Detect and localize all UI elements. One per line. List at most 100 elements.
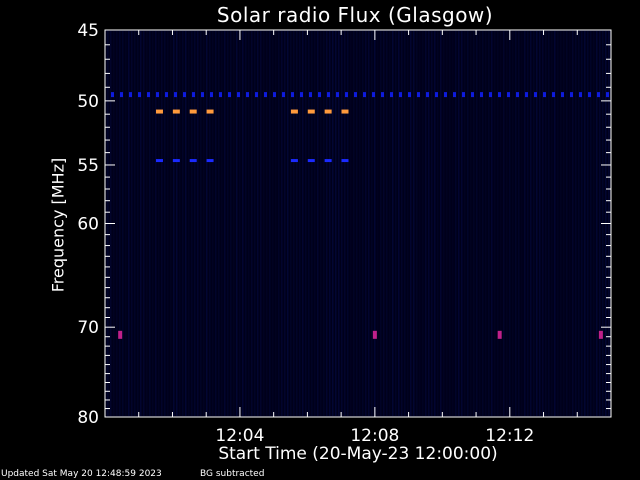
noise-streak	[542, 31, 544, 416]
band-dash	[111, 92, 114, 98]
orange-burst-dash	[341, 109, 349, 114]
noise-streak	[197, 31, 199, 416]
chart-title: Solar radio Flux (Glasgow)	[216, 3, 494, 27]
noise-streak	[290, 31, 292, 416]
noise-streak	[377, 31, 379, 416]
noise-streak	[308, 31, 310, 416]
noise-streak	[500, 31, 502, 416]
noise-streak	[137, 31, 139, 416]
noise-streak	[509, 31, 511, 416]
band-dash	[255, 92, 258, 98]
magenta-burst-mark	[118, 330, 123, 339]
noise-streak	[461, 31, 463, 416]
noise-streak	[263, 31, 265, 416]
noise-streak	[341, 31, 343, 416]
noise-streak	[260, 31, 262, 416]
noise-streak	[293, 31, 295, 416]
band-dash	[417, 92, 420, 98]
noise-streak	[536, 31, 538, 416]
noise-streak	[572, 31, 574, 416]
band-dash	[489, 92, 492, 98]
noise-streak	[167, 31, 169, 416]
noise-streak	[437, 31, 439, 416]
noise-streak	[494, 31, 496, 416]
band-dash	[552, 92, 555, 98]
noise-streak	[587, 31, 589, 416]
noise-streak	[200, 31, 202, 416]
noise-streak	[407, 31, 409, 416]
noise-streak	[473, 31, 475, 416]
noise-streak	[380, 31, 382, 416]
y-tick-label: 50	[77, 92, 99, 112]
noise-streak	[389, 31, 391, 416]
noise-streak	[413, 31, 415, 416]
noise-streak	[530, 31, 532, 416]
band-dash	[273, 92, 276, 98]
band-dash	[462, 92, 465, 98]
blue-burst-dash	[206, 159, 214, 163]
noise-streak	[206, 31, 208, 416]
band-dash	[327, 92, 330, 98]
noise-streak	[311, 31, 313, 416]
noise-streak	[368, 31, 370, 416]
noise-streak	[578, 31, 580, 416]
band-dash	[318, 92, 321, 98]
noise-streak	[224, 31, 226, 416]
noise-streak	[203, 31, 205, 416]
noise-streak	[248, 31, 250, 416]
band-dash	[156, 92, 159, 98]
noise-streak	[353, 31, 355, 416]
band-dash	[210, 92, 213, 98]
noise-streak	[185, 31, 187, 416]
band-dash	[606, 92, 609, 98]
band-dash	[570, 92, 573, 98]
noise-streak	[527, 31, 529, 416]
noise-streak	[173, 31, 175, 416]
orange-burst-dash	[324, 109, 332, 114]
band-dash	[597, 92, 600, 98]
noise-streak	[455, 31, 457, 416]
noise-streak	[269, 31, 271, 416]
noise-streak	[323, 31, 325, 416]
noise-streak	[116, 31, 118, 416]
y-tick-label: 70	[77, 318, 99, 338]
noise-streak	[338, 31, 340, 416]
band-dash	[165, 92, 168, 98]
noise-streak	[482, 31, 484, 416]
noise-streak	[164, 31, 166, 416]
blue-burst-dash	[172, 159, 180, 163]
noise-streak	[119, 31, 121, 416]
noise-streak	[140, 31, 142, 416]
band-dash	[453, 92, 456, 98]
x-tick-label: 12:12	[485, 426, 534, 446]
noise-streak	[365, 31, 367, 416]
updated-timestamp: Updated Sat May 20 12:48:59 2023	[1, 469, 162, 479]
noise-streak	[458, 31, 460, 416]
noise-streak	[563, 31, 565, 416]
blue-burst-dash	[155, 159, 163, 163]
noise-streak	[443, 31, 445, 416]
magenta-burst-mark	[598, 330, 603, 339]
band-dash	[480, 92, 483, 98]
noise-streak	[182, 31, 184, 416]
orange-burst-dash	[172, 109, 180, 114]
orange-burst-dash	[155, 109, 163, 114]
band-dash	[282, 92, 285, 98]
noise-streak	[398, 31, 400, 416]
noise-streak	[479, 31, 481, 416]
noise-streak	[296, 31, 298, 416]
noise-streak	[383, 31, 385, 416]
noise-streak	[554, 31, 556, 416]
noise-streak	[230, 31, 232, 416]
noise-streak	[278, 31, 280, 416]
plot-background	[105, 30, 611, 417]
y-tick-label: 55	[77, 156, 99, 176]
band-dash	[435, 92, 438, 98]
band-dash	[147, 92, 150, 98]
noise-streak	[317, 31, 319, 416]
blue-burst-dash	[307, 159, 315, 163]
x-tick-label: 12:04	[215, 426, 264, 446]
band-dash	[237, 92, 240, 98]
magenta-burst-mark	[372, 330, 377, 339]
noise-streak	[152, 31, 154, 416]
